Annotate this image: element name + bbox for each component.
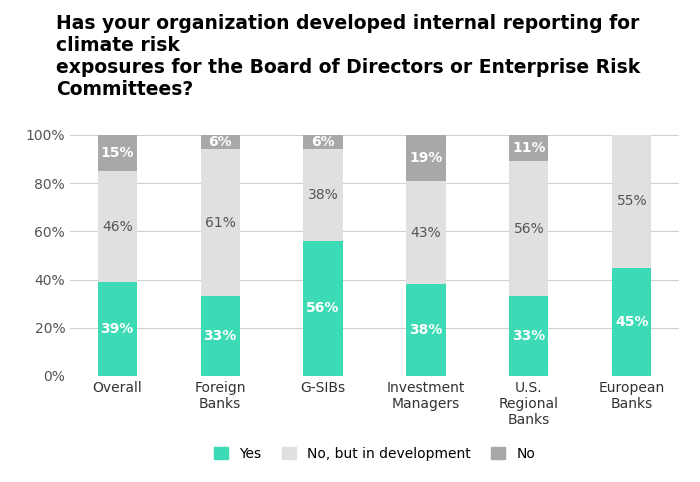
Text: 43%: 43% [411, 226, 441, 240]
Text: 38%: 38% [308, 188, 338, 202]
Bar [201, 149, 239, 296]
Text: 56%: 56% [307, 301, 340, 316]
Text: 6%: 6% [312, 135, 335, 149]
Legend: Yes, No, but in development, No: Yes, No, but in development, No [214, 447, 536, 461]
Bar [304, 241, 342, 376]
Bar [304, 149, 342, 241]
Bar [510, 135, 548, 161]
Text: 55%: 55% [617, 194, 647, 208]
Text: 45%: 45% [615, 315, 648, 329]
Bar [407, 181, 445, 284]
Bar [612, 268, 651, 376]
Text: 38%: 38% [410, 323, 442, 337]
Bar [407, 284, 445, 376]
Text: Has your organization developed internal reporting for climate risk
exposures fo: Has your organization developed internal… [56, 14, 640, 99]
Bar [98, 282, 136, 376]
Text: 11%: 11% [512, 141, 545, 155]
Bar [98, 135, 136, 171]
Text: 33%: 33% [512, 329, 545, 343]
Bar [201, 135, 239, 149]
Bar [304, 135, 342, 149]
Text: 39%: 39% [101, 322, 134, 336]
Text: 19%: 19% [410, 151, 442, 165]
Bar [407, 135, 445, 181]
Bar [98, 171, 136, 282]
Text: 46%: 46% [102, 219, 132, 234]
Text: 33%: 33% [204, 329, 237, 343]
Text: 61%: 61% [204, 216, 236, 230]
Text: 56%: 56% [514, 222, 544, 236]
Bar [612, 135, 651, 268]
Text: 15%: 15% [101, 146, 134, 160]
Bar [201, 296, 239, 376]
Text: 6%: 6% [209, 135, 232, 149]
Bar [510, 296, 548, 376]
Bar [510, 161, 548, 296]
